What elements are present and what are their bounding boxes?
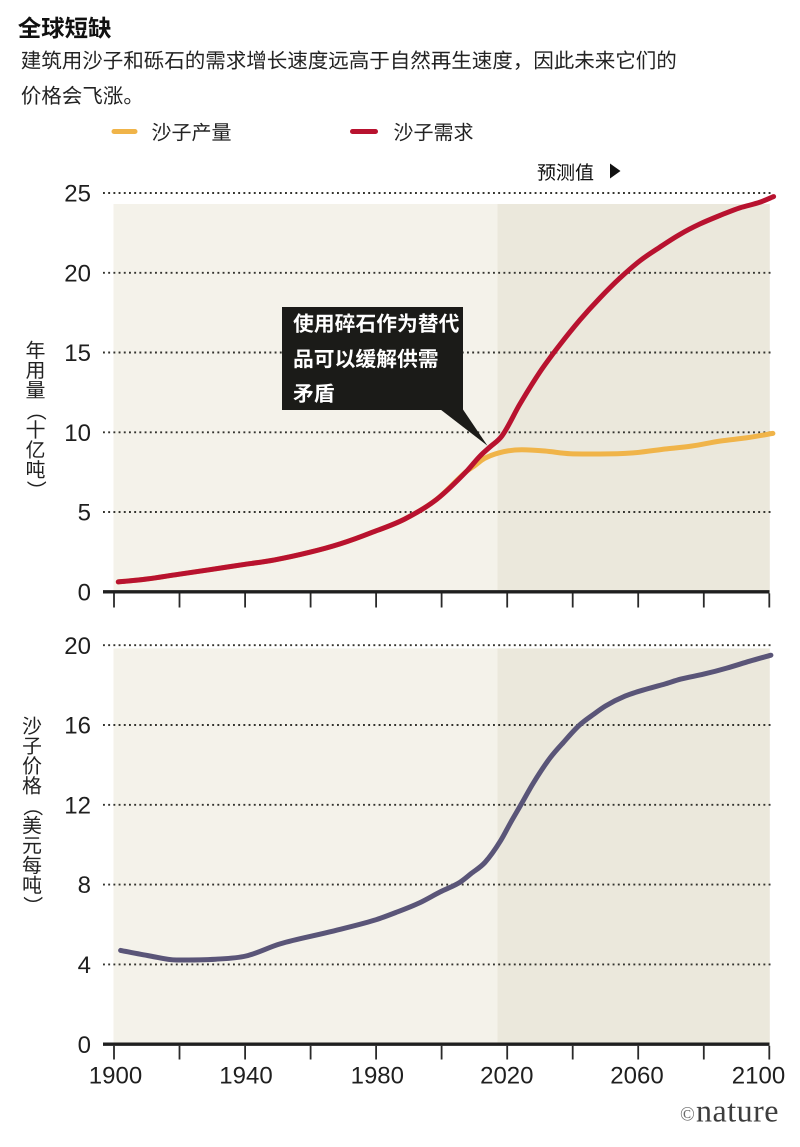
svg-text:20: 20 bbox=[64, 260, 91, 287]
svg-text:1900: 1900 bbox=[89, 1063, 142, 1090]
svg-text:2060: 2060 bbox=[610, 1063, 663, 1090]
svg-text:25: 25 bbox=[64, 181, 91, 208]
svg-text:15: 15 bbox=[64, 340, 91, 367]
svg-text:2100: 2100 bbox=[732, 1063, 785, 1090]
svg-text:5: 5 bbox=[78, 500, 91, 527]
svg-text:©: © bbox=[680, 1105, 695, 1126]
svg-text:1980: 1980 bbox=[351, 1063, 404, 1090]
svg-text:nature: nature bbox=[696, 1093, 779, 1129]
svg-text:8: 8 bbox=[78, 872, 91, 899]
svg-text:0: 0 bbox=[78, 1032, 91, 1059]
svg-text:20: 20 bbox=[64, 633, 91, 660]
svg-text:2020: 2020 bbox=[480, 1063, 533, 1090]
svg-text:10: 10 bbox=[64, 420, 91, 447]
svg-text:0: 0 bbox=[78, 579, 91, 606]
svg-text:16: 16 bbox=[64, 713, 91, 740]
svg-text:1940: 1940 bbox=[219, 1063, 272, 1090]
svg-text:12: 12 bbox=[64, 792, 91, 819]
svg-text:4: 4 bbox=[78, 952, 91, 979]
